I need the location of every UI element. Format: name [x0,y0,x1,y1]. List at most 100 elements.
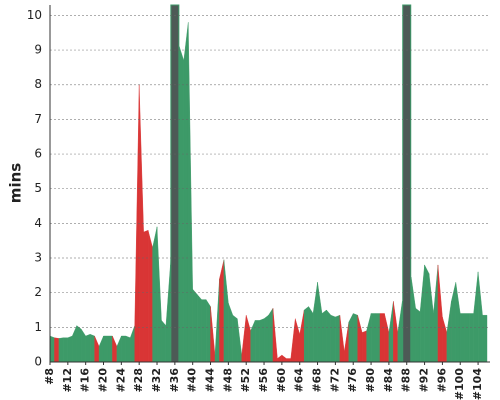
y-tick-label: 0 [34,355,42,369]
area-segment [147,230,153,363]
x-tick-label: #32 [150,368,163,393]
area-segment [72,325,77,363]
area-segment [455,282,461,363]
area-segment [482,315,488,363]
area-segment [303,306,309,363]
y-tick-label: 8 [34,77,42,91]
area-segment [335,314,341,363]
area-segment [54,337,60,363]
x-tick-label: #24 [114,368,127,393]
x-tick-label: #28 [132,368,145,393]
area-segment [85,333,91,363]
area-segment [188,22,193,363]
area-segment [250,320,256,363]
x-tick-label: #16 [79,368,92,393]
area-segment [183,22,189,363]
area-segment [464,313,470,363]
area-segment [437,264,443,363]
area-segment [477,271,483,363]
area-segment [321,309,327,363]
area-segment [370,313,376,363]
y-tick-label: 10 [27,8,42,22]
x-tick-label: #104 [471,368,484,400]
highlight-bar [170,4,180,363]
x-tick-label: #44 [204,368,217,393]
x-tick-label: #56 [257,368,270,393]
area-segment [308,305,314,363]
area-segment [375,313,381,363]
area-segment [268,307,274,363]
area-segment [63,337,69,363]
area-segment [107,335,113,363]
area-segment [98,335,104,363]
area-segment [312,282,318,363]
x-tick-label: #68 [311,368,324,393]
area-segment [259,318,265,363]
area-segment [94,335,100,363]
x-tick-label: #76 [346,368,359,393]
x-tick-label: #96 [435,368,448,393]
area-segment [232,314,238,363]
x-tick-label: #88 [400,368,413,393]
area-segment [161,319,167,363]
y-tick-label: 4 [34,216,42,230]
area-segment [353,313,358,363]
area-segment [290,318,296,363]
x-tick-label: #64 [293,368,306,393]
area-segment [393,301,399,363]
area-segment [451,282,456,363]
area-segment [241,315,247,363]
area-segment [130,325,135,363]
area-segment [210,306,216,363]
x-tick-label: #20 [97,368,110,393]
x-tick-label: #48 [221,368,234,393]
area-segment [366,313,372,363]
x-tick-label: #36 [168,368,181,393]
area-segment [330,314,336,363]
area-segment [339,315,345,363]
area-segment [89,333,95,363]
area-segment [299,309,305,363]
area-segment [67,335,73,363]
x-tick-label: #12 [61,368,74,393]
area-segment [58,337,64,363]
area-segment [112,335,118,363]
area-segment [219,259,225,363]
area-segment [76,325,82,363]
area-segment [205,298,211,363]
y-tick-label: 2 [34,285,42,299]
area-segment [196,293,202,363]
area-segment [143,229,149,363]
area-segment [388,301,394,363]
area-segment [379,313,385,363]
x-tick-label: #40 [186,368,199,393]
y-axis-label: mins [7,163,25,203]
area-segment [237,318,242,363]
y-tick-label: 5 [34,181,42,195]
area-segment [263,314,269,363]
area-segment [361,330,367,363]
area-segment [344,322,349,363]
area-segment [223,259,229,363]
area-segment [192,288,198,363]
area-segment [103,335,109,363]
area-segment [397,301,403,363]
area-segment [410,277,416,363]
y-tick-label: 3 [34,251,42,265]
area-segment [468,313,474,363]
area-segment [428,273,434,363]
area-segment [442,316,448,363]
area-segment [152,226,158,363]
x-tick-label: #72 [328,368,341,393]
area-segment [415,307,421,363]
area-segment [165,264,171,363]
area-segment [246,315,251,363]
area-segment [125,335,131,363]
area-segment [272,308,278,363]
area-segment [295,318,300,363]
area-segment [81,328,86,363]
area-segment [214,278,220,363]
x-tick-label: #92 [418,368,431,393]
x-tick-label: #52 [239,368,252,393]
